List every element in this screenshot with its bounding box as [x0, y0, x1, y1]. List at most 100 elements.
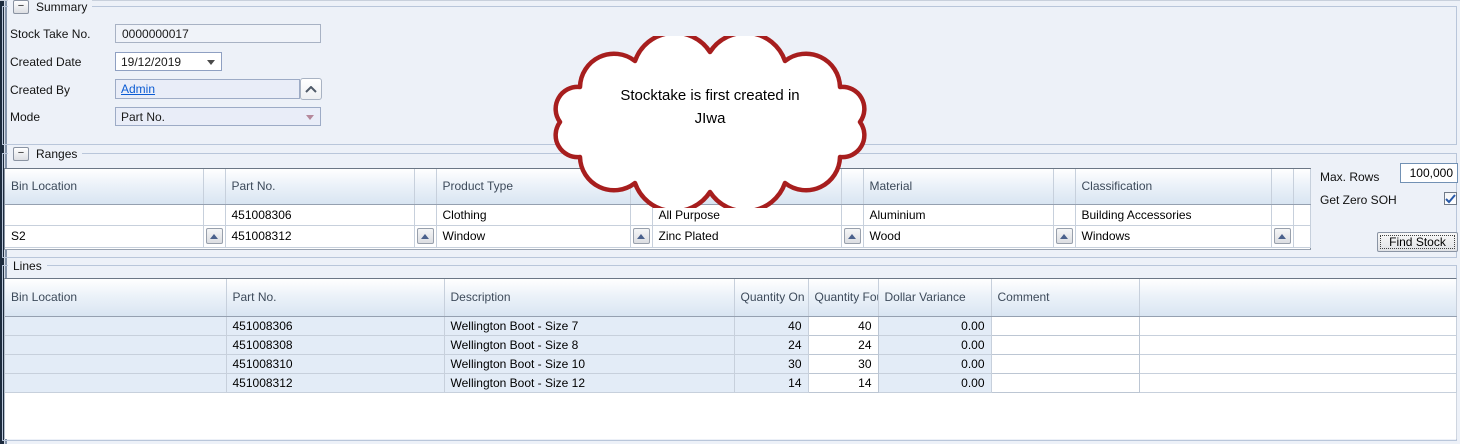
ranges-spacer-cell [203, 225, 226, 248]
lines-cell-description: Wellington Boot - Size 10 [444, 354, 735, 374]
checkbox-check-icon [1445, 193, 1456, 203]
max-rows-input[interactable] [1400, 163, 1458, 183]
ranges-spacer-cell [203, 204, 226, 226]
ranges-cell-part-no[interactable]: 451008306 [225, 204, 415, 226]
spinner-up-button[interactable] [1273, 228, 1291, 244]
ranges-group-title: Ranges [36, 146, 78, 161]
chevron-up-icon [305, 85, 317, 93]
lines-row-filler [1139, 354, 1457, 374]
lines-col-description: Description [444, 279, 735, 317]
ranges-row: S2 451008312 Window Zinc Plated Wood Win… [5, 225, 1311, 248]
lines-cell-dollar-variance: 0.00 [878, 335, 992, 355]
lines-row: 451008310 Wellington Boot - Size 10 30 3… [5, 354, 1457, 374]
spinner-up-icon [1060, 233, 1068, 239]
cloud-text-line1: Stocktake is first created in [620, 87, 800, 104]
lines-cell-comment[interactable] [991, 373, 1140, 393]
lines-cell-part-no: 451008310 [226, 354, 445, 374]
ranges-spacer-cell [1271, 204, 1294, 226]
ranges-cell-bin-location[interactable]: S2 [5, 225, 204, 248]
created-date-value: 19/12/2019 [121, 54, 182, 69]
spinner-up-button[interactable] [416, 228, 434, 244]
ranges-spacer-cell [841, 204, 864, 226]
spinner-up-button[interactable] [1055, 228, 1073, 244]
find-stock-button-label: Find Stock [1389, 235, 1446, 249]
lines-cell-quantity-found[interactable]: 14 [808, 373, 879, 393]
lines-cell-description: Wellington Boot - Size 8 [444, 335, 735, 355]
cloud-shape-icon [553, 30, 867, 214]
ranges-collapse-button[interactable]: − [13, 146, 29, 161]
lines-col-part-no: Part No. [226, 279, 445, 317]
ranges-spacer-cell [1053, 225, 1076, 248]
lines-cell-comment[interactable] [991, 335, 1140, 355]
ranges-row: 451008306 Clothing All Purpose Aluminium… [5, 204, 1311, 226]
ranges-cell-material[interactable]: Wood [863, 225, 1054, 248]
spinner-up-button[interactable] [632, 228, 650, 244]
cloud-text-line2: JIwa [694, 110, 726, 128]
ranges-spacer-cell [414, 225, 437, 248]
lines-cell-bin-location [5, 354, 227, 374]
ranges-cell-classification[interactable]: Building Accessories [1075, 204, 1272, 226]
ranges-row-filler [1293, 204, 1311, 226]
lines-cell-dollar-variance: 0.00 [878, 316, 992, 336]
get-zero-soh-label: Get Zero SOH [1320, 193, 1397, 207]
ranges-spacer-cell [630, 225, 653, 248]
lines-row: 451008306 Wellington Boot - Size 7 40 40… [5, 316, 1457, 336]
ranges-col-bin-location: Bin Location [5, 169, 204, 205]
lines-cell-quantity-found[interactable]: 30 [808, 354, 879, 374]
ranges-cell-material[interactable]: Aluminium [863, 204, 1054, 226]
lines-cell-comment[interactable] [991, 354, 1140, 374]
spinner-up-icon [421, 233, 429, 239]
lines-row-filler [1139, 373, 1457, 393]
lines-cell-quantity-found[interactable]: 24 [808, 335, 879, 355]
ranges-cell-classification[interactable]: Windows [1075, 225, 1272, 248]
ranges-cell-product-type[interactable]: Window [436, 225, 631, 248]
ranges-header-spacer [203, 169, 226, 205]
summary-collapse-button[interactable]: − [13, 0, 29, 14]
ranges-cell-part-no[interactable]: 451008312 [225, 225, 415, 248]
ranges-spacer-cell [630, 204, 653, 226]
lines-cell-part-no: 451008312 [226, 373, 445, 393]
ranges-cell-purpose[interactable]: Zinc Plated [652, 225, 842, 248]
ranges-spacer-cell [841, 225, 864, 248]
spinner-up-icon [637, 233, 645, 239]
lines-cell-comment[interactable] [991, 316, 1140, 336]
lines-cell-dollar-variance: 0.00 [878, 354, 992, 374]
ranges-cell-purpose[interactable]: All Purpose [652, 204, 842, 226]
lines-header-filler [1139, 279, 1457, 317]
created-by-link[interactable]: Admin [121, 82, 156, 96]
lines-row: 451008308 Wellington Boot - Size 8 24 24… [5, 335, 1457, 355]
mode-combobox: Part No. [115, 107, 321, 126]
spinner-up-icon [210, 233, 218, 239]
find-stock-button[interactable]: Find Stock [1377, 232, 1458, 252]
summary-group-title: Summary [36, 0, 88, 14]
created-by-field: Admin [115, 79, 300, 99]
spinner-up-button[interactable] [843, 228, 861, 244]
ranges-header-spacer [1053, 169, 1076, 205]
combo-arrow-icon [306, 114, 314, 120]
ranges-header-spacer [841, 169, 864, 205]
created-date-combobox[interactable]: 19/12/2019 [115, 52, 222, 71]
lines-cell-part-no: 451008308 [226, 335, 445, 355]
ranges-header-highlight-cell [414, 169, 437, 205]
lines-group-title: Lines [13, 258, 42, 273]
spinner-up-icon [1278, 233, 1286, 239]
lines-col-dollar-variance: Dollar Variance [878, 279, 992, 317]
lines-header-row: Bin Location Part No. Description Quanti… [5, 279, 1457, 317]
spinner-up-button[interactable] [205, 228, 223, 244]
lines-col-comment: Comment [991, 279, 1140, 317]
cloud-callout-text: Stocktake is first created in JIwa [560, 84, 860, 131]
created-by-label: Created By [10, 83, 71, 97]
minus-icon: − [17, 0, 25, 12]
lines-col-quantity-found: Quantity Found [808, 279, 879, 317]
lines-row-filler [1139, 335, 1457, 355]
created-by-expand-button[interactable] [300, 78, 322, 100]
lines-cell-quantity-found[interactable]: 40 [808, 316, 879, 336]
lines-row-filler [1139, 316, 1457, 336]
minus-icon: − [17, 147, 25, 159]
ranges-header-spacer [1271, 169, 1294, 205]
ranges-col-part-no: Part No. [225, 169, 415, 205]
get-zero-soh-checkbox[interactable] [1444, 192, 1457, 205]
ranges-cell-bin-location[interactable] [5, 204, 204, 226]
ranges-cell-product-type[interactable]: Clothing [436, 204, 631, 226]
mode-label: Mode [10, 110, 41, 124]
